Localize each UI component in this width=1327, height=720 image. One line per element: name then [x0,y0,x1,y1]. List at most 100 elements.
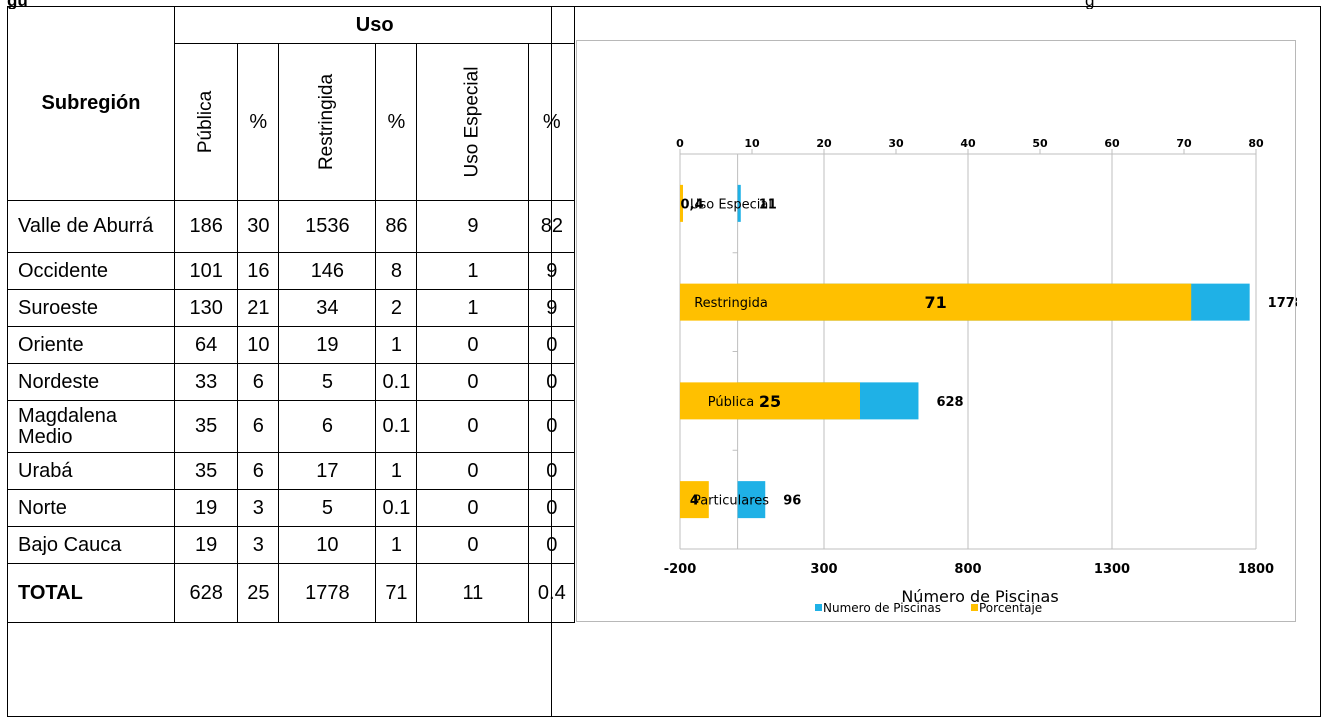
value-cell: 1 [375,526,418,564]
value-cell: 86 [375,200,418,253]
category-label: Restringida [694,296,768,311]
header-restringida: Restringida [278,43,377,201]
data-label-piscinas: 628 [936,395,963,410]
value-cell: 19 [173,489,239,527]
value-cell: 8 [375,252,418,290]
value-cell: 0 [528,526,576,564]
table-row: Oriente 64 10 19 1 0 0 [7,326,576,364]
bottom-tick-label: 1300 [1094,562,1130,577]
category-label: Particulares [693,494,769,509]
value-cell: 130 [173,289,239,327]
table-row: Valle de Aburrá 186 30 1536 86 9 82 [7,200,576,253]
value-cell: 1 [416,289,530,327]
caption-fragment-left: gu [7,0,28,9]
top-tick-label: 50 [1032,137,1048,150]
value-cell: 6 [237,400,280,453]
value-cell: 10 [278,526,377,564]
value-cell: 146 [278,252,377,290]
top-tick-label: 70 [1176,137,1192,150]
region-cell: Suroeste [7,289,175,327]
data-label-piscinas: 1778 [1268,296,1297,311]
bottom-tick-label: 800 [954,562,981,577]
caption-fragment-right: g [1085,0,1094,9]
value-cell: 19 [173,526,239,564]
value-cell: 17 [278,452,377,490]
value-cell: 33 [173,363,239,401]
vertical-header-row: Pública % Restringida % Uso Especial % [8,43,576,201]
bar-chart: 0 10 20 30 40 50 60 70 80 -200 300 800 1300 1800 Parti… [664,137,1297,615]
bottom-tick-label: 300 [810,562,837,577]
bar-uso-especial-porcentaje [680,184,683,222]
data-label-porcentaje: 71 [924,293,946,312]
table-row: Bajo Cauca 19 3 10 1 0 0 [7,526,576,564]
value-cell: 82 [528,200,576,253]
legend-label-porcentaje: Porcentaje [979,601,1042,615]
top-tick-label: 30 [888,137,904,150]
data-label-porcentaje: 4 [690,494,699,509]
data-label-porcentaje: 0,4 [680,197,703,212]
header-percent-1: % [237,43,280,201]
region-cell: Magdalena Medio [7,400,175,453]
data-label-piscinas: 11 [759,197,777,212]
bar-restringida-porcentaje [680,283,1192,321]
top-tick-label: 80 [1248,137,1264,150]
figure-caption-fragment: gu g [0,0,1327,9]
value-cell: 71 [375,563,418,623]
value-cell: 35 [173,452,239,490]
top-tick-label: 10 [744,137,760,150]
value-cell: 0 [528,452,576,490]
value-cell: 0 [416,489,530,527]
table-row: Norte 19 3 5 0.1 0 0 [7,489,576,527]
region-cell: Oriente [7,326,175,364]
bottom-tick-label: -200 [664,562,697,577]
bottom-tick-label: 1800 [1238,562,1274,577]
value-cell: 0 [416,363,530,401]
value-cell: 34 [278,289,377,327]
header-uso: Uso [173,6,576,44]
value-cell: 0 [528,400,576,453]
value-cell: 25 [237,563,280,623]
value-cell: 0 [528,489,576,527]
value-cell: 628 [173,563,239,623]
value-cell: 1536 [278,200,377,253]
value-cell: 2 [375,289,418,327]
uso-table: Subregión Uso Pública % Restringida % Us… [7,6,576,623]
total-row: TOTAL 628 25 1778 71 11 0.4 [7,563,576,623]
category-label: Uso Especial [690,197,772,212]
value-cell: 9 [528,252,576,290]
table-row: Magdalena Medio 35 6 6 0.1 0 0 [7,400,576,453]
bar-particulares-porcentaje [680,481,709,519]
header-percent-2: % [375,43,418,201]
value-cell: 0 [528,326,576,364]
value-cell: 10 [237,326,280,364]
bar-particulares-piscinas [737,481,766,519]
value-cell: 6 [237,363,280,401]
value-cell: 1 [375,326,418,364]
value-cell: 0 [416,526,530,564]
value-cell: 3 [237,489,280,527]
value-cell: 6 [278,400,377,453]
value-cell: 186 [173,200,239,253]
region-cell: Valle de Aburrá [7,200,175,253]
value-cell: 0.1 [375,363,418,401]
value-cell: 35 [173,400,239,453]
value-cell: 11 [416,563,530,623]
value-cell: 0.4 [528,563,576,623]
value-cell: 0 [416,326,530,364]
table-row: Suroeste 130 21 34 2 1 9 [7,289,576,327]
table-row: Urabá 35 6 17 1 0 0 [7,452,576,490]
top-tick-label: 40 [960,137,976,150]
data-label-porcentaje: 25 [759,392,781,411]
value-cell: 0 [528,363,576,401]
data-label-piscinas: 96 [783,494,801,509]
table-row: Nordeste 33 6 5 0.1 0 0 [7,363,576,401]
value-cell: 101 [173,252,239,290]
legend-label-piscinas: Numero de Piscinas [823,601,941,615]
header-uso-especial: Uso Especial [416,43,530,201]
value-cell: 21 [237,289,280,327]
bar-uso-especial-piscinas [737,184,741,222]
header-subregion: Subregión [7,6,175,201]
region-cell: Norte [7,489,175,527]
bar-pública-porcentaje [680,382,860,420]
value-cell: 30 [237,200,280,253]
